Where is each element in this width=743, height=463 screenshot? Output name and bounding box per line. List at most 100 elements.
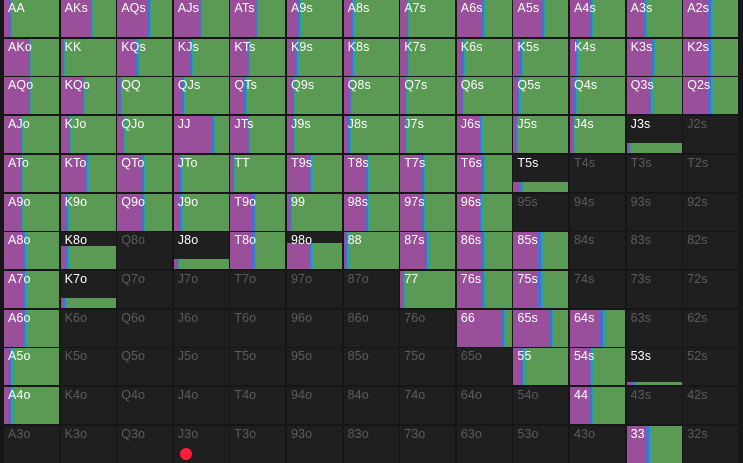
hand-cell-K5o[interactable]: K5o — [60, 348, 116, 386]
hand-cell-K3s[interactable]: K3s — [626, 38, 682, 76]
hand-cell-J6s[interactable]: J6s — [456, 116, 512, 154]
hand-cell-A4o[interactable]: A4o — [4, 387, 59, 424]
hand-cell-KJs[interactable]: KJs — [173, 38, 229, 76]
hand-cell-T4o[interactable]: T4o — [230, 387, 286, 424]
hand-cell-Q8s[interactable]: Q8s — [343, 77, 399, 115]
hand-cell-Q6s[interactable]: Q6s — [456, 77, 512, 115]
hand-cell-87s[interactable]: 87s — [400, 232, 456, 270]
hand-cell-53s[interactable]: 53s — [626, 348, 682, 386]
hand-cell-KTs[interactable]: KTs — [230, 38, 286, 76]
hand-cell-83o[interactable]: 83o — [343, 425, 399, 463]
hand-cell-AA[interactable]: AA — [4, 0, 59, 37]
hand-cell-AQo[interactable]: AQo — [4, 77, 59, 115]
hand-cell-AQs[interactable]: AQs — [117, 0, 173, 37]
hand-cell-33[interactable]: 33 — [626, 425, 682, 463]
hand-cell-54o[interactable]: 54o — [513, 387, 569, 424]
hand-cell-Q5s[interactable]: Q5s — [513, 77, 569, 115]
hand-cell-76o[interactable]: 76o — [400, 309, 456, 347]
hand-cell-66[interactable]: 66 — [456, 309, 512, 347]
hand-cell-QJs[interactable]: QJs — [173, 77, 229, 115]
hand-cell-K8s[interactable]: K8s — [343, 38, 399, 76]
hand-cell-99[interactable]: 99 — [287, 193, 342, 231]
hand-cell-J5o[interactable]: J5o — [173, 348, 229, 386]
hand-cell-98o[interactable]: 98o — [287, 232, 342, 270]
hand-cell-73s[interactable]: 73s — [626, 270, 682, 308]
hand-cell-K7s[interactable]: K7s — [400, 38, 456, 76]
hand-cell-96o[interactable]: 96o — [287, 309, 342, 347]
hand-cell-Q6o[interactable]: Q6o — [117, 309, 173, 347]
hand-cell-QJo[interactable]: QJo — [117, 116, 173, 154]
hand-cell-K8o[interactable]: K8o — [60, 232, 116, 270]
hand-cell-T2s[interactable]: T2s — [683, 154, 739, 192]
hand-cell-T7s[interactable]: T7s — [400, 154, 456, 192]
hand-cell-K4s[interactable]: K4s — [570, 38, 625, 76]
hand-cell-44[interactable]: 44 — [570, 387, 625, 424]
hand-cell-T6s[interactable]: T6s — [456, 154, 512, 192]
hand-cell-85o[interactable]: 85o — [343, 348, 399, 386]
hand-cell-K5s[interactable]: K5s — [513, 38, 569, 76]
hand-cell-KJo[interactable]: KJo — [60, 116, 116, 154]
hand-cell-75s[interactable]: 75s — [513, 270, 569, 308]
hand-cell-72s[interactable]: 72s — [683, 270, 739, 308]
hand-cell-77[interactable]: 77 — [400, 270, 456, 308]
hand-cell-92s[interactable]: 92s — [683, 193, 739, 231]
hand-cell-TT[interactable]: TT — [230, 154, 286, 192]
hand-cell-54s[interactable]: 54s — [570, 348, 625, 386]
hand-cell-65s[interactable]: 65s — [513, 309, 569, 347]
hand-cell-93o[interactable]: 93o — [287, 425, 342, 463]
hand-cell-K6s[interactable]: K6s — [456, 38, 512, 76]
hand-cell-J4o[interactable]: J4o — [173, 387, 229, 424]
hand-cell-76s[interactable]: 76s — [456, 270, 512, 308]
hand-cell-T5s[interactable]: T5s — [513, 154, 569, 192]
hand-cell-JTo[interactable]: JTo — [173, 154, 229, 192]
hand-cell-A6o[interactable]: A6o — [4, 309, 59, 347]
hand-cell-64o[interactable]: 64o — [456, 387, 512, 424]
hand-cell-J3s[interactable]: J3s — [626, 116, 682, 154]
hand-cell-87o[interactable]: 87o — [343, 270, 399, 308]
hand-cell-73o[interactable]: 73o — [400, 425, 456, 463]
hand-cell-74s[interactable]: 74s — [570, 270, 625, 308]
hand-cell-K6o[interactable]: K6o — [60, 309, 116, 347]
hand-cell-J6o[interactable]: J6o — [173, 309, 229, 347]
hand-cell-88[interactable]: 88 — [343, 232, 399, 270]
hand-cell-86s[interactable]: 86s — [456, 232, 512, 270]
hand-cell-K7o[interactable]: K7o — [60, 270, 116, 308]
hand-cell-62s[interactable]: 62s — [683, 309, 739, 347]
hand-cell-32s[interactable]: 32s — [683, 425, 739, 463]
hand-cell-T9s[interactable]: T9s — [287, 154, 342, 192]
hand-cell-43o[interactable]: 43o — [570, 425, 625, 463]
hand-cell-85s[interactable]: 85s — [513, 232, 569, 270]
hand-cell-65o[interactable]: 65o — [456, 348, 512, 386]
hand-cell-J8o[interactable]: J8o — [173, 232, 229, 270]
hand-cell-T5o[interactable]: T5o — [230, 348, 286, 386]
hand-cell-A7s[interactable]: A7s — [400, 0, 456, 37]
hand-cell-Q5o[interactable]: Q5o — [117, 348, 173, 386]
hand-cell-A2s[interactable]: A2s — [683, 0, 739, 37]
hand-cell-Q9o[interactable]: Q9o — [117, 193, 173, 231]
hand-cell-T3s[interactable]: T3s — [626, 154, 682, 192]
hand-cell-A9s[interactable]: A9s — [287, 0, 342, 37]
hand-cell-J8s[interactable]: J8s — [343, 116, 399, 154]
hand-cell-K9o[interactable]: K9o — [60, 193, 116, 231]
hand-cell-AKs[interactable]: AKs — [60, 0, 116, 37]
hand-cell-74o[interactable]: 74o — [400, 387, 456, 424]
hand-cell-ATo[interactable]: ATo — [4, 154, 59, 192]
hand-cell-Q3o[interactable]: Q3o — [117, 425, 173, 463]
hand-cell-QTo[interactable]: QTo — [117, 154, 173, 192]
hand-cell-K2s[interactable]: K2s — [683, 38, 739, 76]
hand-cell-T3o[interactable]: T3o — [230, 425, 286, 463]
hand-cell-AJo[interactable]: AJo — [4, 116, 59, 154]
hand-cell-Q8o[interactable]: Q8o — [117, 232, 173, 270]
hand-cell-J5s[interactable]: J5s — [513, 116, 569, 154]
hand-cell-K4o[interactable]: K4o — [60, 387, 116, 424]
hand-cell-J9s[interactable]: J9s — [287, 116, 342, 154]
hand-cell-52s[interactable]: 52s — [683, 348, 739, 386]
hand-cell-A8o[interactable]: A8o — [4, 232, 59, 270]
hand-cell-86o[interactable]: 86o — [343, 309, 399, 347]
hand-cell-T4s[interactable]: T4s — [570, 154, 625, 192]
hand-cell-T7o[interactable]: T7o — [230, 270, 286, 308]
hand-cell-94s[interactable]: 94s — [570, 193, 625, 231]
hand-cell-64s[interactable]: 64s — [570, 309, 625, 347]
hand-cell-A5s[interactable]: A5s — [513, 0, 569, 37]
hand-cell-KTo[interactable]: KTo — [60, 154, 116, 192]
